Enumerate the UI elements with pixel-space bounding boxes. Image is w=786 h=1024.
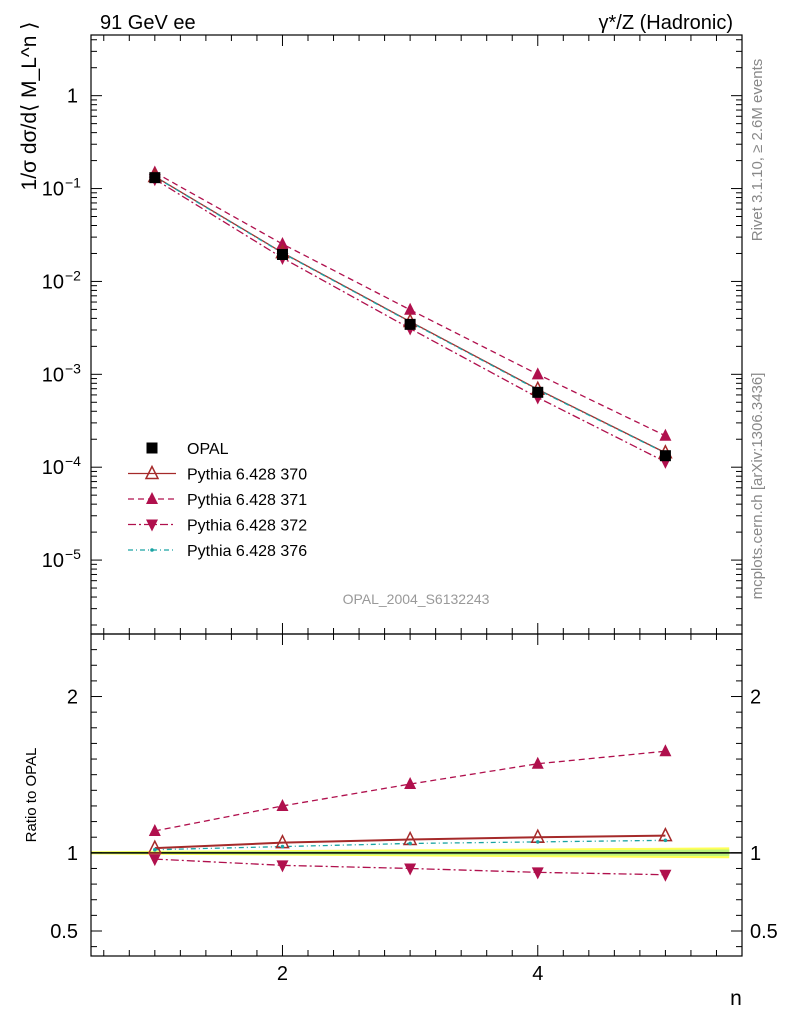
- ratio-point-p372: [404, 863, 417, 876]
- ratio-point-p372: [148, 854, 161, 867]
- main-point-p371: [276, 236, 289, 249]
- main-y-tick-label: 1: [67, 86, 78, 108]
- ratio-point-p371: [404, 777, 417, 790]
- main-point-opal: [659, 450, 671, 462]
- x-axis-title: n: [730, 987, 742, 1010]
- ratio-line-p371: [154, 750, 666, 832]
- main-point-opal: [149, 172, 161, 184]
- rivet-label: Rivet 3.1.10, ≥ 2.6M events: [749, 59, 766, 242]
- ratio-point-p376: [280, 844, 285, 849]
- legend-label-p371: Pythia 6.428 371: [187, 492, 307, 509]
- main-y-tick-label: 10: [42, 550, 64, 572]
- x-tick-label: 2: [277, 963, 288, 985]
- main-y-tick-label: 10: [42, 179, 64, 201]
- legend-marker-p371: [146, 492, 158, 504]
- main-point-p371: [531, 367, 544, 380]
- ratio-y-tick-label-right: 0.5: [750, 921, 778, 943]
- legend-marker-p370: [144, 464, 160, 480]
- legend-label-p372: Pythia 6.428 372: [187, 518, 307, 535]
- ratio-point-p371: [276, 798, 289, 811]
- legend-marker-p376: [150, 548, 154, 552]
- legend-marker-opal: [146, 442, 158, 454]
- main-y-tick-exponent: −5: [65, 546, 81, 562]
- main-panel: 10 −510 −410 −310 −210 −11: [42, 34, 743, 635]
- ratio-y-tick-label: 2: [67, 687, 78, 709]
- ratio-point-p371: [531, 756, 544, 769]
- main-line-p371: [154, 171, 666, 437]
- ratio-y-tick-label: 0.5: [50, 921, 78, 943]
- ratio-point-p376: [535, 840, 540, 844]
- legend-label-p370: Pythia 6.428 370: [187, 467, 307, 484]
- main-line-p376: [154, 176, 666, 454]
- legend: OPAL Pythia 6.428 370 Pythia 6.428 371 Pyth…: [128, 441, 307, 560]
- watermark: OPAL_2004_S6132243: [343, 591, 490, 607]
- ratio-y-tick-label-right: 2: [750, 687, 761, 709]
- ratio-line-p370: [154, 834, 666, 850]
- ratio-y-tick-label-right: 1: [750, 843, 761, 865]
- main-y-tick-label: 10: [42, 364, 64, 386]
- ratio-point-p371: [148, 823, 161, 836]
- legend-label-p376: Pythia 6.428 376: [187, 543, 307, 560]
- main-point-opal: [276, 248, 288, 260]
- legend-label-opal: OPAL: [187, 441, 229, 458]
- main-point-p371: [659, 428, 672, 441]
- ratio-line-p372: [154, 858, 666, 876]
- ratio-point-p376: [153, 847, 157, 852]
- main-point-opal: [404, 318, 416, 330]
- main-y-tick-label: 10: [42, 457, 64, 479]
- ratio-point-p371: [659, 744, 672, 757]
- ratio-point-p370: [147, 839, 163, 854]
- main-y-tick-exponent: −2: [65, 267, 81, 283]
- ratio-frame: [90, 633, 743, 957]
- ratio-point-p372: [659, 869, 672, 882]
- ratio-point-p376: [663, 838, 668, 843]
- main-point-p371: [404, 302, 417, 315]
- main-y-tick-exponent: −4: [65, 453, 81, 469]
- ratio-y-axis-title: Ratio to OPAL: [23, 748, 40, 843]
- main-y-tick-exponent: −1: [65, 175, 81, 191]
- header-right: γ*/Z (Hadronic): [599, 12, 733, 34]
- ratio-point-p372: [531, 867, 544, 880]
- legend-marker-p372: [146, 519, 158, 532]
- ratio-point-p372: [276, 860, 289, 873]
- main-y-axis-title: 1/σ dσ/d⟨ M_L^n ⟩: [18, 22, 41, 191]
- main-point-opal: [532, 386, 544, 398]
- main-y-tick-label: 10: [42, 271, 64, 293]
- main-y-tick-exponent: −3: [65, 360, 81, 376]
- mcplots-label: mcplots.cern.ch [arXiv:1306.3436]: [749, 373, 766, 600]
- header-left: 91 GeV ee: [100, 12, 196, 34]
- ratio-panel: 0.5 0.5 1 1 2 2 2 4: [50, 633, 778, 985]
- ratio-point-p376: [408, 841, 412, 846]
- ratio-y-tick-label: 1: [67, 843, 78, 865]
- x-tick-label: 4: [532, 963, 543, 985]
